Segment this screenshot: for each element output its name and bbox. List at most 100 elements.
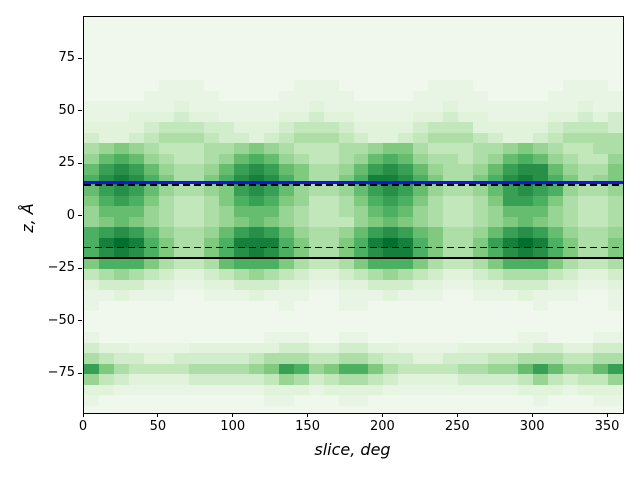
- heatmap-cell: [218, 69, 234, 80]
- heatmap-cell: [173, 90, 189, 101]
- heatmap-cell: [578, 38, 594, 49]
- heatmap-cell: [338, 311, 354, 322]
- heatmap-cell: [323, 395, 339, 406]
- heatmap-cell: [203, 363, 219, 374]
- heatmap-cell: [413, 258, 429, 269]
- heatmap-cell: [113, 185, 129, 196]
- heatmap-cell: [548, 132, 564, 143]
- heatmap-cell: [263, 69, 279, 80]
- heatmap-cell: [398, 269, 414, 280]
- heatmap-cell: [368, 143, 384, 154]
- heatmap-cell: [458, 122, 474, 133]
- heatmap-cell: [158, 374, 174, 385]
- heatmap-cell: [503, 384, 519, 395]
- heatmap-cell: [458, 300, 474, 311]
- heatmap-cell: [563, 227, 579, 238]
- heatmap-cell: [248, 195, 264, 206]
- heatmap-cell: [398, 300, 414, 311]
- heatmap-cell: [398, 405, 414, 413]
- heatmap-cell: [413, 248, 429, 259]
- heatmap-cell: [278, 290, 294, 301]
- heatmap-cell: [608, 69, 623, 80]
- heatmap-cell: [158, 38, 174, 49]
- heatmap-cell: [143, 206, 159, 217]
- heatmap-cell: [398, 342, 414, 353]
- heatmap-cell: [248, 384, 264, 395]
- heatmap-cell: [293, 143, 309, 154]
- heatmap-cell: [383, 332, 399, 343]
- heatmap-cell: [218, 237, 234, 248]
- heatmap-cell: [248, 132, 264, 143]
- heatmap-cell: [383, 248, 399, 259]
- heatmap-cell: [503, 342, 519, 353]
- heatmap-cell: [473, 143, 489, 154]
- heatmap-cell: [308, 321, 324, 332]
- heatmap-cell: [203, 342, 219, 353]
- heatmap-cell: [173, 395, 189, 406]
- heatmap-cell: [338, 17, 354, 28]
- heatmap-cell: [158, 300, 174, 311]
- heatmap-cell: [458, 206, 474, 217]
- heatmap-cell: [158, 59, 174, 70]
- heatmap-cell: [398, 38, 414, 49]
- heatmap-cell: [233, 164, 249, 175]
- heatmap-cell: [203, 164, 219, 175]
- heatmap-cell: [593, 216, 609, 227]
- x-axis-label: slice, deg: [314, 440, 391, 459]
- heatmap-cell: [308, 59, 324, 70]
- heatmap-cell: [158, 248, 174, 259]
- heatmap-cell: [503, 122, 519, 133]
- heatmap-cell: [503, 269, 519, 280]
- heatmap-cell: [308, 153, 324, 164]
- heatmap-cell: [413, 195, 429, 206]
- heatmap-cell: [203, 227, 219, 238]
- heatmap-cell: [308, 69, 324, 80]
- heatmap-cell: [218, 300, 234, 311]
- heatmap-cell: [548, 384, 564, 395]
- heatmap-cell: [458, 80, 474, 91]
- heatmap-cell: [458, 17, 474, 28]
- heatmap-cell: [608, 195, 623, 206]
- heatmap-cell: [608, 206, 623, 217]
- heatmap-cell: [128, 132, 144, 143]
- heatmap-cell: [608, 153, 623, 164]
- heatmap-cell: [518, 353, 534, 364]
- heatmap-cell: [443, 269, 459, 280]
- heatmap-cell: [473, 311, 489, 322]
- x-tick-mark: [157, 413, 159, 417]
- heatmap-cell: [533, 111, 549, 122]
- heatmap-cell: [308, 342, 324, 353]
- heatmap-cell: [248, 27, 264, 38]
- heatmap-cell: [563, 332, 579, 343]
- heatmap-cell: [383, 384, 399, 395]
- heatmap-cell: [233, 122, 249, 133]
- heatmap-cell: [84, 164, 99, 175]
- heatmap-cell: [503, 174, 519, 185]
- heatmap-cell: [608, 227, 623, 238]
- heatmap-cell: [308, 27, 324, 38]
- heatmap-cell: [218, 342, 234, 353]
- heatmap-cell: [158, 290, 174, 301]
- heatmap-cell: [113, 38, 129, 49]
- heatmap-cell: [293, 69, 309, 80]
- heatmap-cell: [383, 185, 399, 196]
- heatmap-cell: [503, 248, 519, 259]
- heatmap-cell: [278, 69, 294, 80]
- heatmap-cell: [308, 195, 324, 206]
- heatmap-cell: [293, 258, 309, 269]
- heatmap-cell: [143, 353, 159, 364]
- heatmap-cell: [443, 69, 459, 80]
- heatmap-cell: [413, 185, 429, 196]
- heatmap-cell: [383, 59, 399, 70]
- heatmap-cell: [218, 80, 234, 91]
- heatmap-cell: [293, 153, 309, 164]
- heatmap-cell: [84, 59, 99, 70]
- heatmap-cell: [338, 195, 354, 206]
- heatmap-cell: [398, 90, 414, 101]
- heatmap-cell: [323, 27, 339, 38]
- heatmap-cell: [233, 90, 249, 101]
- heatmap-cell: [143, 132, 159, 143]
- heatmap-cell: [593, 122, 609, 133]
- heatmap-cell: [218, 332, 234, 343]
